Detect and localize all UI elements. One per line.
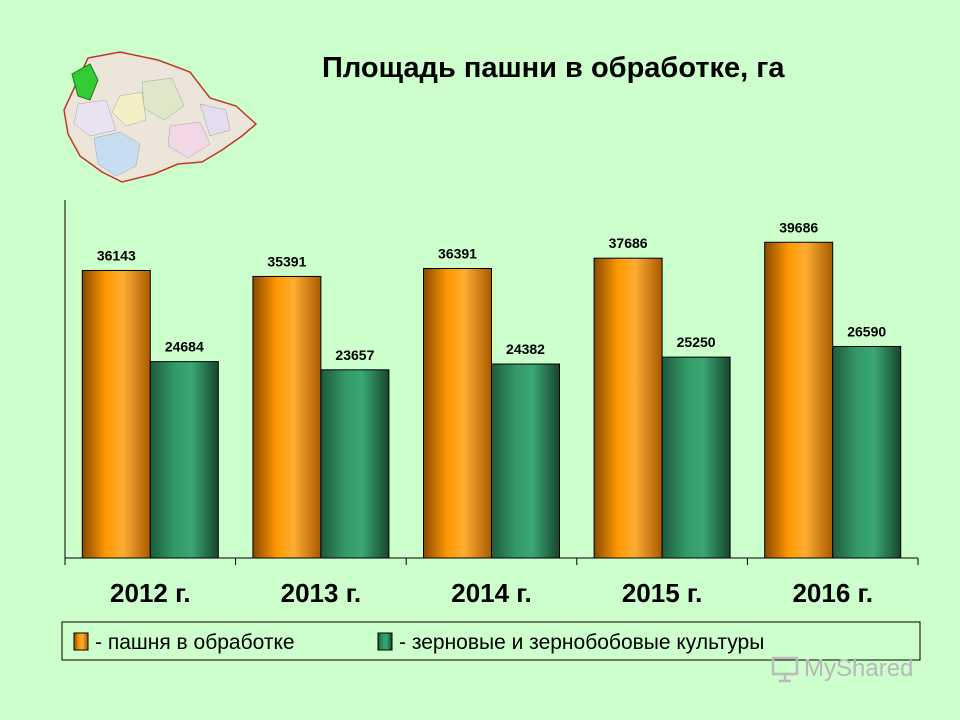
bar: [252, 275, 322, 559]
watermark-text: MyShared: [804, 655, 914, 682]
legend-label: - зерновые и зернобобовые культуры: [399, 631, 764, 654]
legend-swatch: [73, 632, 89, 651]
x-tick-label: 2015 г.: [622, 578, 703, 608]
data-label: 36391: [438, 245, 477, 261]
data-label: 37686: [609, 235, 648, 251]
x-tick-label: 2012 г.: [110, 578, 191, 608]
chart-labels: 36143 24684 2012 г. 35391 23657 2013 г. 36391 2…: [97, 219, 887, 608]
x-tick-label: 2013 г.: [281, 578, 362, 608]
chart-legend: - пашня в обработке - зерновые и зернобоб…: [61, 621, 921, 661]
bar: [81, 269, 151, 559]
data-label: 23657: [335, 347, 374, 363]
bar: [661, 356, 731, 559]
data-label: 24684: [165, 339, 204, 355]
chart-title: Площадь пашни в обработке, га: [322, 52, 785, 84]
watermark: MyShared: [770, 654, 913, 684]
data-label: 35391: [267, 253, 306, 269]
bar: [149, 361, 219, 559]
data-label: 25250: [677, 334, 716, 350]
bar: [320, 369, 390, 559]
data-label: 36143: [97, 247, 136, 263]
data-label: 26590: [847, 323, 886, 339]
data-label: 39686: [779, 219, 818, 235]
region-map-image: [63, 51, 258, 183]
bar: [832, 345, 902, 559]
presentation-board-icon: [771, 656, 799, 683]
legend-box: [61, 621, 921, 661]
x-tick-label: 2016 г.: [792, 578, 873, 608]
bar: [764, 241, 834, 559]
legend-swatch: [377, 632, 393, 651]
bar: [491, 363, 560, 559]
data-label: 24382: [506, 341, 545, 357]
legend-label: - пашня в обработке: [95, 631, 295, 654]
bar: [423, 267, 492, 559]
x-tick-label: 2014 г.: [451, 578, 532, 608]
bar: [593, 257, 663, 559]
chart-bars: [81, 241, 902, 559]
